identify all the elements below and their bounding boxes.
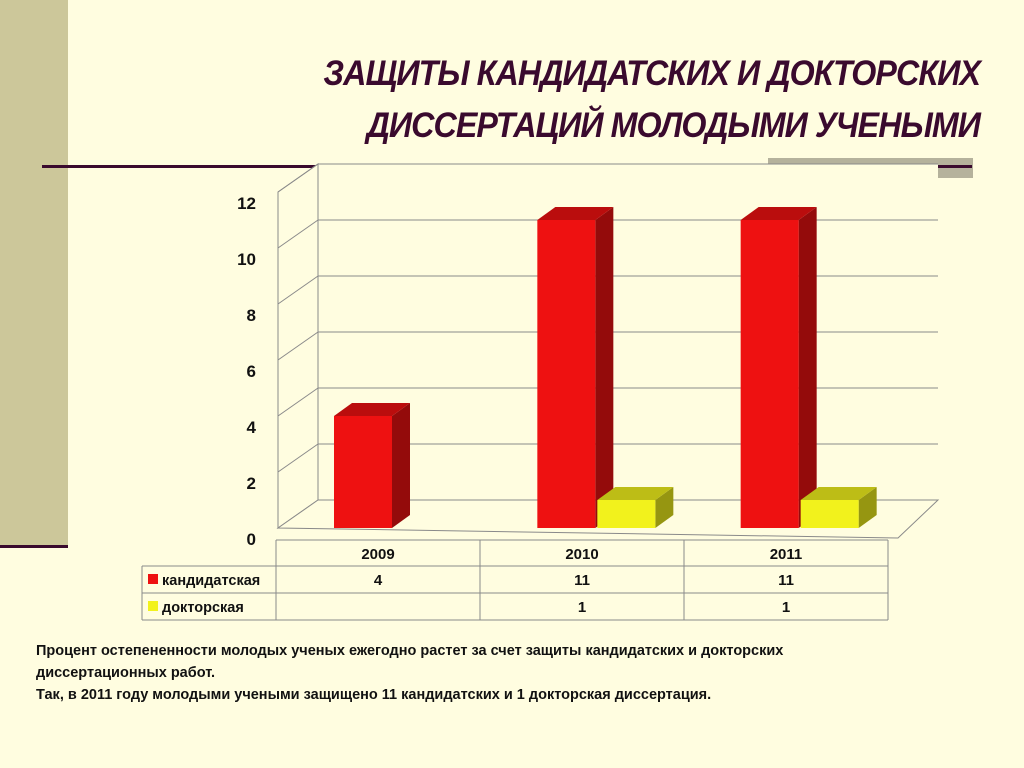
x-tick-label: 2010 — [565, 546, 598, 563]
gridline-depth — [277, 387, 319, 417]
legend-swatch — [148, 601, 158, 611]
y-tick-label: 4 — [247, 418, 257, 437]
title-line-2: ДИССЕРТАЦИЙ МОЛОДЫМИ УЧЕНЫМИ — [366, 106, 981, 145]
bar-side — [655, 487, 674, 528]
bar-side — [595, 207, 614, 528]
bar-top — [537, 207, 614, 220]
bar-front — [800, 500, 859, 528]
gridline-depth — [277, 163, 319, 193]
data-label: 4 — [374, 572, 383, 589]
data-label: 1 — [782, 599, 790, 616]
y-tick-label: 8 — [247, 306, 256, 325]
bar-top — [334, 403, 410, 416]
y-tick-label: 6 — [247, 362, 256, 381]
bar — [800, 487, 877, 528]
bar-front — [334, 416, 392, 528]
x-tick-label: 2009 — [361, 546, 394, 563]
side-decor-line — [0, 545, 68, 548]
caption-line-3: Так, в 2011 году молодыми учеными защище… — [36, 687, 712, 703]
bar — [334, 403, 410, 528]
legend-label: кандидатская — [162, 573, 260, 589]
bar-top — [597, 487, 674, 500]
bar — [597, 487, 674, 528]
x-tick-label: 2011 — [770, 546, 803, 563]
gridline-depth — [277, 219, 319, 249]
y-tick-label: 12 — [237, 194, 256, 213]
data-label: 11 — [574, 572, 590, 589]
y-tick-label: 0 — [247, 530, 256, 549]
bar-top — [800, 487, 877, 500]
y-tick-label: 2 — [247, 474, 256, 493]
bar-side — [392, 403, 410, 528]
title-line-1: ЗАЩИТЫ КАНДИДАТСКИХ И ДОКТОРСКИХ — [323, 54, 981, 93]
legend-swatch — [148, 574, 158, 584]
caption: Процент остепененности молодых ученых еж… — [36, 640, 996, 706]
bar — [537, 207, 614, 528]
legend-label: докторская — [162, 600, 244, 616]
bar — [740, 207, 817, 528]
bar-front — [740, 220, 799, 528]
bar-side — [798, 207, 817, 528]
y-tick-label: 10 — [237, 250, 256, 269]
side-decor-bar — [0, 0, 68, 545]
bar-front — [537, 220, 596, 528]
data-label: 1 — [578, 599, 586, 616]
slide-title: ЗАЩИТЫ КАНДИДАТСКИХ И ДОКТОРСКИХ ДИССЕРТ… — [262, 48, 981, 152]
gridline-depth — [277, 331, 319, 361]
bar-front — [597, 500, 656, 528]
bar-side — [858, 487, 877, 528]
gridline-depth — [277, 275, 319, 305]
caption-line-2: диссертационных работ. — [36, 665, 216, 681]
bar-top — [740, 207, 817, 220]
gridline-depth — [277, 443, 319, 473]
data-label: 11 — [778, 572, 794, 589]
caption-line-1: Процент остепененности молодых ученых еж… — [36, 643, 784, 659]
